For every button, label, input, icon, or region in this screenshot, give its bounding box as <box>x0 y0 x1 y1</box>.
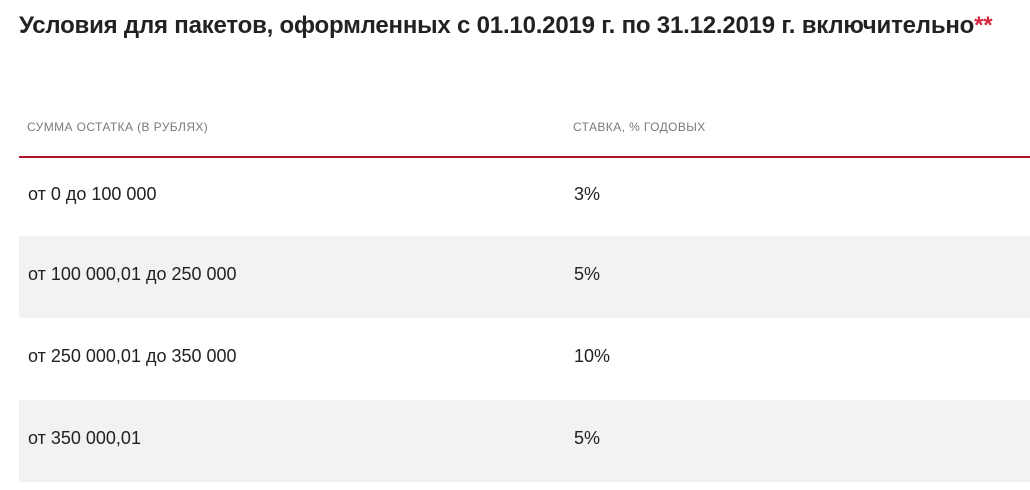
amount-cell: от 350 000,01 <box>28 428 141 448</box>
amount-cell: от 0 до 100 000 <box>28 184 157 204</box>
column-header-rate: Ставка, % годовых <box>573 120 706 134</box>
footnote-asterisks: ** <box>974 12 993 39</box>
rates-table: Сумма остатка (в рублях) Ставка, % годов… <box>19 100 1030 482</box>
rate-cell: 10% <box>574 346 611 366</box>
table-row: от 0 до 100 000 3% <box>19 158 1030 236</box>
amount-cell: от 250 000,01 до 350 000 <box>28 346 237 366</box>
table-header: Сумма остатка (в рублях) Ставка, % годов… <box>19 100 1030 158</box>
rate-cell: 5% <box>574 428 601 448</box>
amount-cell: от 100 000,01 до 250 000 <box>28 264 237 284</box>
page-title-text: Условия для пакетов, оформленных с 01.10… <box>19 12 975 39</box>
rate-cell: 3% <box>574 184 601 204</box>
column-header-amount: Сумма остатка (в рублях) <box>27 120 209 134</box>
table-row: от 250 000,01 до 350 000 10% <box>19 318 1030 400</box>
rate-cell: 5% <box>574 264 601 284</box>
table-row: от 350 000,01 5% <box>19 400 1030 482</box>
table-row: от 100 000,01 до 250 000 5% <box>19 236 1030 318</box>
page-title: Условия для пакетов, оформленных с 01.10… <box>19 9 993 43</box>
